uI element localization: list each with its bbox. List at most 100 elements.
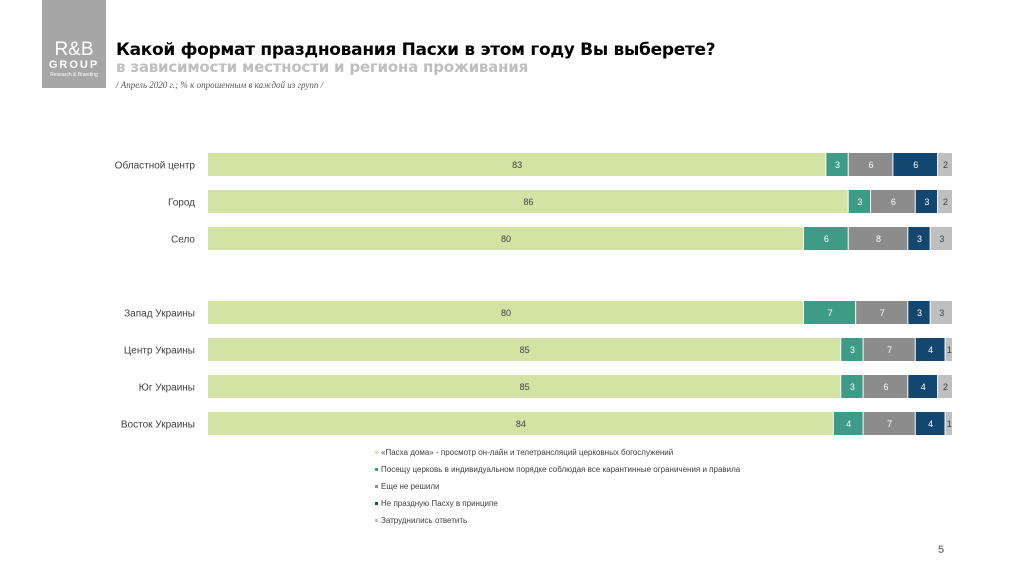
bar-segment <box>208 153 826 176</box>
bar-segment <box>208 412 833 435</box>
category-label: Город <box>168 198 195 209</box>
logo: R&B GROUP Research & Branding <box>42 0 106 88</box>
data-label: 3 <box>917 308 922 318</box>
logo-line-3: Research & Branding <box>50 72 98 78</box>
category-label: Областной центр <box>115 160 196 172</box>
bar-segment <box>863 338 915 361</box>
bar-segment <box>856 301 908 324</box>
bar-segment <box>848 227 908 250</box>
bar-segment <box>208 227 803 250</box>
bar-segment <box>908 227 930 250</box>
bar-segment <box>938 375 952 398</box>
legend-label: Посещу церковь в индивидуальном порядке … <box>381 465 741 474</box>
legend-swatch <box>375 468 378 471</box>
data-label: 4 <box>921 382 926 392</box>
legend-item: Еще не решили <box>375 482 740 499</box>
bar-segment <box>208 190 848 213</box>
data-label: 7 <box>880 308 885 318</box>
bar-segment <box>930 227 952 250</box>
data-label: 2 <box>943 382 948 392</box>
data-label: 3 <box>835 160 840 170</box>
bar-segment <box>893 153 938 176</box>
data-label: 2 <box>943 197 948 207</box>
survey-note: / Апрель 2020 г.; % к опрошенным в каждо… <box>116 80 324 90</box>
legend-item: Посещу церковь в индивидуальном порядке … <box>375 465 740 482</box>
bar-segment <box>208 301 803 324</box>
category-label: Село <box>171 235 195 246</box>
data-label: 85 <box>520 345 530 355</box>
data-label: 6 <box>824 234 829 244</box>
data-label: 84 <box>516 419 526 429</box>
data-label: 80 <box>501 234 511 244</box>
legend-item: «Пасха дома» - просмотр он-лайн и телетр… <box>375 448 740 465</box>
logo-line-1: R&B <box>54 39 94 60</box>
legend-swatch <box>375 519 378 522</box>
data-label: 3 <box>924 197 929 207</box>
legend-label: Затруднились ответить <box>381 516 468 525</box>
bar-segment <box>863 412 915 435</box>
data-label: 3 <box>857 197 862 207</box>
data-label: 3 <box>939 308 944 318</box>
category-label: Центр Украины <box>124 346 195 357</box>
bar-segment <box>833 412 863 435</box>
bar-segment <box>848 190 871 213</box>
page-subtitle: в зависимости местности и региона прожив… <box>116 58 529 76</box>
bar-segment <box>915 412 945 435</box>
data-label: 1 <box>947 419 952 429</box>
chart-legend: «Пасха дома» - просмотр он-лайн и телетр… <box>375 448 740 533</box>
legend-swatch <box>375 502 378 505</box>
legend-swatch <box>375 451 378 454</box>
legend-label: «Пасха дома» - просмотр он-лайн и телетр… <box>381 448 674 457</box>
bar-segment <box>945 338 952 361</box>
data-label: 6 <box>869 160 874 170</box>
bar-segment <box>930 301 952 324</box>
bar-segment <box>908 375 938 398</box>
bar-segment <box>804 301 856 324</box>
data-label: 3 <box>939 234 944 244</box>
data-label: 80 <box>501 308 511 318</box>
data-label: 6 <box>883 382 888 392</box>
data-label: 2 <box>943 160 948 170</box>
legend-label: Не праздную Пасху в принципе <box>381 499 498 508</box>
data-label: 83 <box>512 160 522 170</box>
logo-line-2: GROUP <box>48 59 100 71</box>
category-label: Запад Украины <box>124 309 195 320</box>
data-label: 86 <box>523 197 533 207</box>
data-label: 6 <box>913 160 918 170</box>
page-number: 5 <box>938 544 945 556</box>
bar-segment <box>908 301 930 324</box>
data-label: 7 <box>828 308 833 318</box>
bar-segment <box>945 412 952 435</box>
bar-segment <box>841 338 863 361</box>
bar-segment <box>915 190 938 213</box>
data-label: 4 <box>928 345 933 355</box>
data-label: 1 <box>947 345 952 355</box>
bar-segment <box>848 153 893 176</box>
data-label: 4 <box>846 419 851 429</box>
bar-segment <box>871 190 915 213</box>
bar-segment <box>208 375 841 398</box>
bar-segment <box>804 227 848 250</box>
bar-segment <box>938 153 952 176</box>
data-label: 7 <box>887 345 892 355</box>
bar-segment <box>208 338 841 361</box>
legend-label: Еще не решили <box>381 482 440 491</box>
category-label: Восток Украины <box>121 420 195 431</box>
page-title: Какой формат празднования Пасхи в этом г… <box>116 40 716 60</box>
bar-segment <box>841 375 863 398</box>
bar-segment <box>915 338 945 361</box>
data-label: 3 <box>850 345 855 355</box>
legend-item: Затруднились ответить <box>375 516 740 533</box>
data-label: 6 <box>891 197 896 207</box>
bar-segment <box>826 153 848 176</box>
bar-segment <box>863 375 908 398</box>
legend-swatch <box>375 485 378 488</box>
data-label: 3 <box>850 382 855 392</box>
data-label: 85 <box>520 382 530 392</box>
legend-item: Не праздную Пасху в принципе <box>375 499 740 516</box>
data-label: 7 <box>887 419 892 429</box>
data-label: 4 <box>928 419 933 429</box>
data-label: 3 <box>917 234 922 244</box>
bar-segment <box>938 190 952 213</box>
